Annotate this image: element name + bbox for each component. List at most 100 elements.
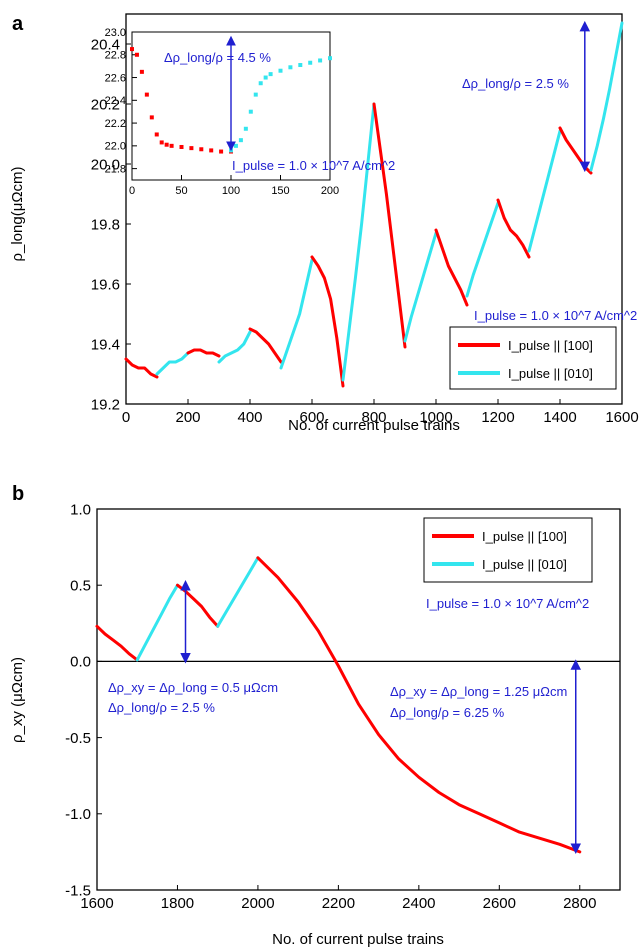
panel-b-pulse-annotation: I_pulse = 1.0 × 10^7 A/cm^2 [426, 596, 589, 611]
i-ytick-label: 22.6 [105, 72, 126, 84]
panel-b-legend-box [423, 517, 593, 583]
i-series-1-point [308, 60, 313, 65]
i-series-1-point [318, 58, 323, 63]
panel-a-ticks: 0 200 400 600 800 1000 1200 1400 160019.219.419.… [91, 36, 639, 426]
a-series-3-line [217, 330, 252, 364]
b-ytick-label: 0.5 [70, 577, 91, 594]
i-series-0-point [149, 115, 154, 120]
a-series-1-line [155, 351, 190, 376]
panel-a-pulse-annotation: I_pulse = 1.0 × 10^7 A/cm^2 [474, 308, 637, 323]
a-series-9-line [403, 231, 438, 343]
a-ytick-label: 20.2 [91, 96, 120, 113]
panel-b-ylabel: ρ_xy (μΩcm) [9, 657, 26, 743]
panel-b-label: b [12, 483, 24, 505]
inset-ticks: 0 50 100 150 200 21.8 22.0 22.2 22.4 22.6 22.8 23.0 [105, 27, 340, 197]
i-series-0-point [134, 52, 139, 57]
i-ytick-label: 22.4 [105, 95, 126, 107]
b-ytick-label: -1.0 [65, 806, 91, 823]
i-series-1-point [253, 92, 258, 97]
i-series-0-point [154, 132, 159, 137]
panel-a: a 0 200 400 600 800 1000 1200 1400 160019.219.41… [9, 13, 639, 434]
legend-b-label-010: I_pulse || [010] [482, 557, 567, 572]
a-series-7-line [341, 102, 376, 382]
a-ytick-label: 19.2 [91, 396, 120, 413]
a-xtick-label: 0 [122, 409, 130, 426]
a-series-11-line [465, 201, 500, 298]
b-ytick-label: -1.5 [65, 882, 91, 899]
i-series-1-point [328, 56, 332, 61]
i-ytick-label: 22.8 [105, 50, 126, 62]
i-series-0-point [209, 148, 214, 153]
i-xtick-label: 0 [129, 185, 135, 197]
legend-label-010: I_pulse || [010] [508, 366, 593, 381]
a-series-12-line [496, 198, 531, 259]
i-xtick-label: 100 [222, 185, 240, 197]
a-series-14-line [558, 126, 593, 175]
panel-b: b 1600 1800 2000 2200 2400 2600 2800 -1.5 -1.0 -0… [9, 483, 621, 948]
a-xtick-label: 1400 [543, 409, 576, 426]
b-xtick-label: 1600 [80, 895, 113, 912]
i-series-0-point [219, 149, 224, 154]
a-ytick-label: 19.4 [91, 336, 120, 353]
a-series-6-line [310, 255, 345, 388]
i-series-1-point [263, 75, 268, 80]
a-series-15-line [589, 21, 624, 172]
i-series-0-point [130, 47, 134, 52]
i-series-0-point [144, 92, 149, 97]
b-series-3-line [216, 556, 260, 628]
b-series-0-line [95, 624, 139, 662]
panel-b-anno-2b: Δρ_long/ρ = 6.25 % [390, 705, 505, 720]
a-xtick-label: 1200 [481, 409, 514, 426]
b-ytick-label: 0.0 [70, 654, 91, 671]
i-series-1-point [258, 81, 263, 86]
i-ytick-label: 22.0 [105, 141, 126, 153]
i-series-1-point [233, 143, 238, 148]
b-series-1-line [135, 583, 179, 662]
panel-b-anno-1a: Δρ_xy = Δρ_long = 0.5 μΩcm [108, 680, 278, 695]
panel-b-anno-1b: Δρ_long/ρ = 2.5 % [108, 700, 215, 715]
a-xtick-label: 400 [237, 409, 262, 426]
panel-a-delta-annotation: Δρ_long/ρ = 2.5 % [462, 76, 569, 91]
panel-b-xlabel: No. of current pulse trains [272, 931, 444, 948]
panel-b-ticks: 1600 1800 2000 2200 2400 2600 2800 -1.5 -1.0 -0.5… [65, 501, 596, 912]
i-series-1-point [288, 65, 293, 70]
i-series-1-point [298, 63, 303, 68]
panel-a-legend-box [449, 326, 617, 390]
inset-series [130, 47, 332, 154]
panel-a-inset: 0 50 100 150 200 21.8 22.0 22.2 22.4 22.6 22.8 23.0… [105, 27, 396, 197]
i-xtick-label: 50 [175, 185, 187, 197]
panel-b-anno-2a: Δρ_xy = Δρ_long = 1.25 μΩcm [390, 684, 567, 699]
a-series-5-line [279, 258, 314, 370]
a-series-8-line [372, 102, 407, 349]
b-xtick-label: 2600 [483, 895, 516, 912]
a-xtick-label: 600 [299, 409, 324, 426]
inset-delta-annotation: Δρ_long/ρ = 4.5 % [164, 50, 271, 65]
i-series-1-point [238, 138, 243, 143]
a-series-0-line [124, 357, 159, 379]
legend-b-label-100: I_pulse || [100] [482, 529, 567, 544]
i-series-1-point [248, 109, 253, 114]
i-series-1-point [278, 68, 283, 73]
b-ytick-label: -0.5 [65, 730, 91, 747]
i-xtick-label: 150 [271, 185, 289, 197]
panel-a-xlabel: No. of current pulse trains [288, 417, 460, 434]
b-xtick-label: 2400 [402, 895, 435, 912]
a-ytick-label: 20.4 [91, 36, 120, 53]
i-ytick-label: 23.0 [105, 27, 126, 39]
a-xtick-label: 200 [175, 409, 200, 426]
a-series-4-line [248, 327, 283, 364]
i-ytick-label: 22.2 [105, 118, 126, 130]
i-series-0-point [169, 143, 174, 148]
panel-a-ylabel: ρ_long(μΩcm) [9, 166, 26, 261]
a-series-2-line [186, 348, 221, 358]
b-xtick-label: 2200 [322, 895, 355, 912]
i-ytick-label: 21.8 [105, 163, 126, 175]
a-xtick-label: 1000 [419, 409, 452, 426]
i-series-1-point [243, 126, 248, 131]
a-xtick-label: 800 [361, 409, 386, 426]
i-series-0-point [199, 147, 204, 152]
i-series-0-point [179, 144, 184, 149]
b-ytick-label: 1.0 [70, 501, 91, 518]
a-xtick-label: 1600 [605, 409, 638, 426]
